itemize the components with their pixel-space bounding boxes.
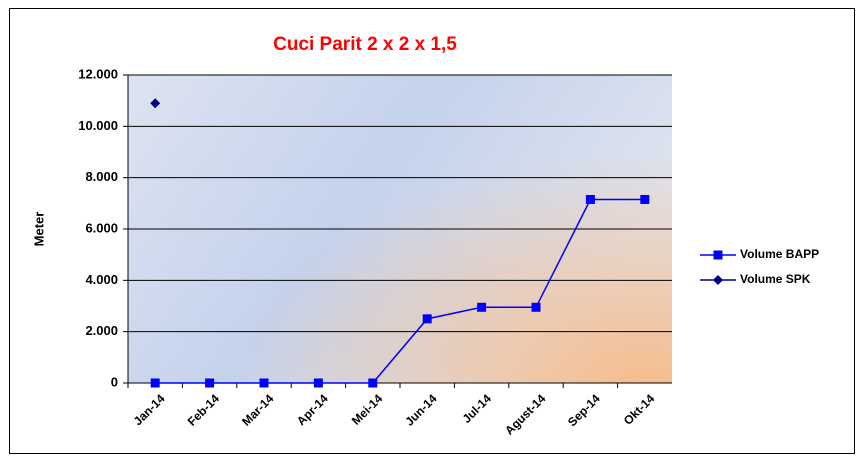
point [205,378,215,388]
y-tick-label: 4.000 [85,272,118,287]
point [150,98,161,109]
y-tick-label: 0 [111,374,118,389]
point [368,378,378,388]
chart-title: Cuci Parit 2 x 2 x 1,5 [273,34,457,55]
point [259,378,269,388]
point [531,302,541,312]
series-line [155,198,645,384]
legend-marker [713,250,723,260]
point [477,302,487,312]
y-axis-label: Meter [31,212,46,247]
legend-marker [713,275,723,285]
point [150,378,160,388]
point [640,194,650,204]
legend-label: Volume SPK [740,272,811,286]
point [422,314,432,324]
point [313,378,323,388]
y-tick-label: 2.000 [85,323,118,338]
legend-label: Volume BAPP [740,247,819,261]
y-tick-label: 12.000 [78,66,118,81]
y-tick-label: 6.000 [85,220,118,235]
point [585,194,595,204]
y-tick-label: 10.000 [78,118,118,133]
y-tick-label: 8.000 [85,169,118,184]
